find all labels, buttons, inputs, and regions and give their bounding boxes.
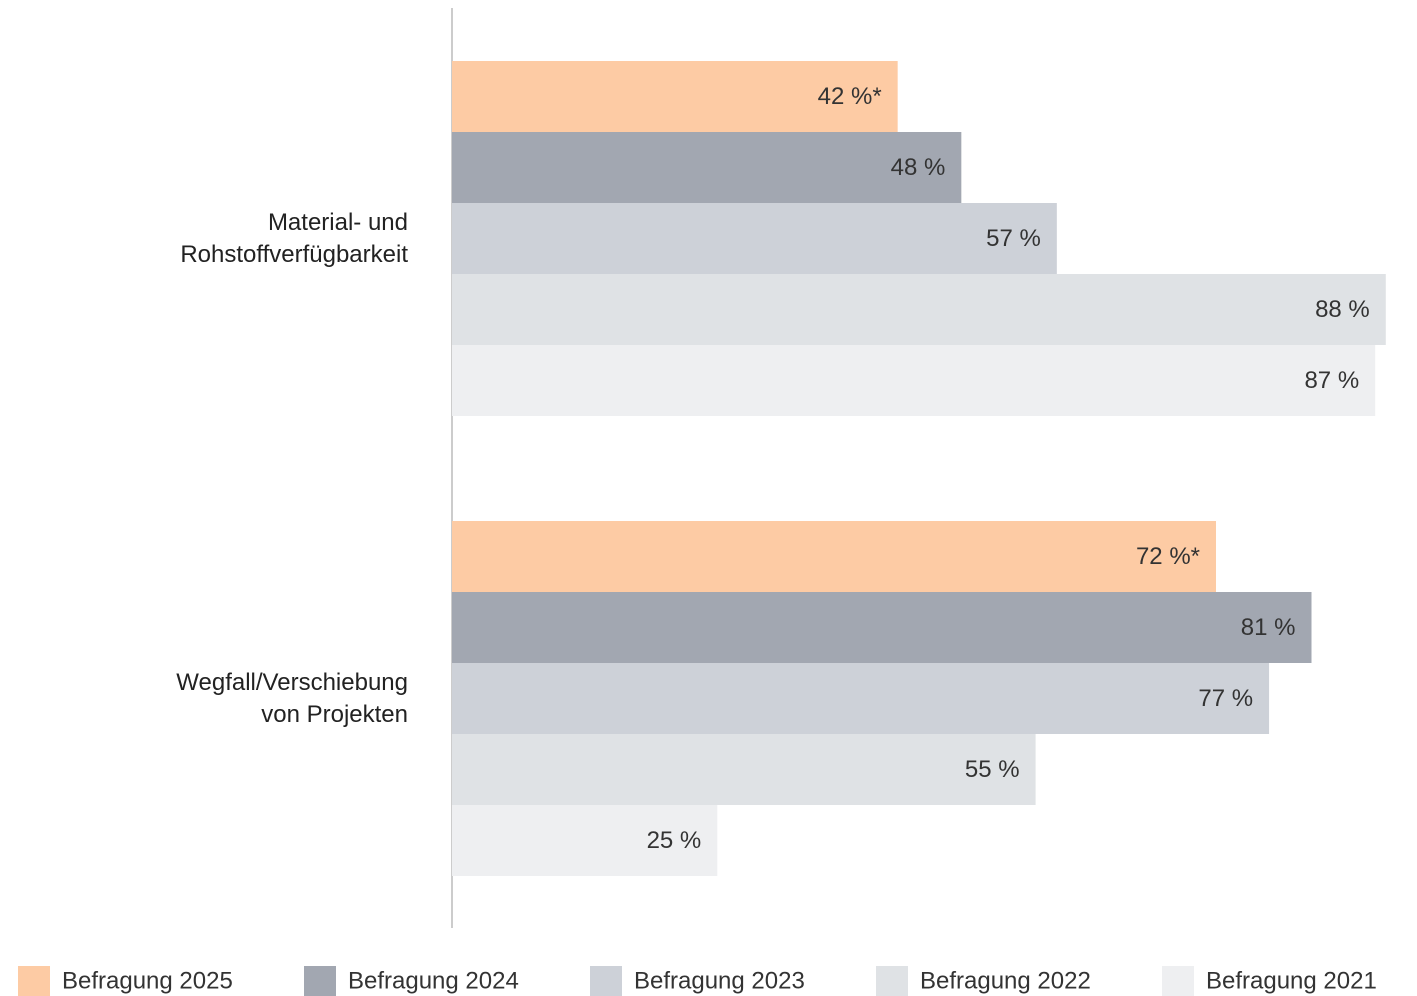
legend-swatch xyxy=(304,966,336,996)
bar xyxy=(452,521,1216,592)
legend-label: Befragung 2021 xyxy=(1206,967,1377,994)
bar xyxy=(452,592,1312,663)
bar xyxy=(452,203,1057,274)
legend-swatch xyxy=(590,966,622,996)
legend-label: Befragung 2023 xyxy=(634,967,805,994)
bar xyxy=(452,132,962,203)
bar xyxy=(452,734,1036,805)
bar xyxy=(452,61,898,132)
category-label: Material- und Rohstoffverfügbarkeit xyxy=(180,208,408,268)
bar xyxy=(452,274,1386,345)
legend-swatch xyxy=(876,966,908,996)
legend-label: Befragung 2022 xyxy=(920,967,1091,994)
bar xyxy=(452,345,1376,416)
value-label: 77 % xyxy=(1198,685,1253,712)
value-label: 87 % xyxy=(1304,367,1359,394)
value-label: 42 %* xyxy=(818,83,882,110)
legend-swatch xyxy=(18,966,50,996)
value-label: 72 %* xyxy=(1136,543,1200,570)
value-label: 88 % xyxy=(1315,296,1370,323)
bar xyxy=(452,805,718,876)
value-label: 55 % xyxy=(965,756,1020,783)
bar xyxy=(452,663,1270,734)
value-label: 48 % xyxy=(891,154,946,181)
value-label: 57 % xyxy=(986,225,1041,252)
category-label: Wegfall/Verschiebung von Projekten xyxy=(176,668,408,728)
legend-label: Befragung 2025 xyxy=(62,967,233,994)
legend-swatch xyxy=(1162,966,1194,996)
legend-label: Befragung 2024 xyxy=(348,967,519,994)
value-label: 25 % xyxy=(647,827,702,854)
value-label: 81 % xyxy=(1241,614,1296,641)
